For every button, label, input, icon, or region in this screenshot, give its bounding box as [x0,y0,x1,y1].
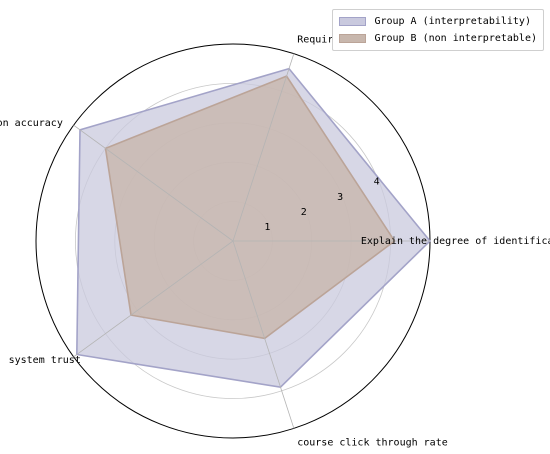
axis-label-3: system trust [9,355,81,366]
spoke-line-2 [73,124,234,242]
spoke-layer [73,53,430,429]
legend-label-group-b: Group B (non interpretable) [374,33,537,44]
axis-label-2: recommendation accuracy [0,118,63,129]
radial-tick-label-1: 1 [264,222,270,233]
spoke-line-3 [73,240,234,358]
series-layer [76,67,432,388]
spoke-line-4 [232,240,295,429]
radial-tick-label-3: 3 [337,192,343,203]
spoke-line-1 [232,53,295,242]
radial-tick-labels: 1 2 3 4 [264,177,379,233]
radial-tick-label-2: 2 [301,207,307,218]
legend-item-group-b: Group B (non interpretable) [339,30,537,47]
legend-swatch-group-a [339,17,367,26]
axis-label-4: course click through rate [297,438,448,449]
legend: Group A (interpretability) Group B (non … [332,9,544,51]
series-area-group-b [104,75,396,340]
legend-item-group-a: Group A (interpretability) [339,13,537,30]
radial-tick-label-4: 4 [374,177,380,188]
legend-swatch-group-b [339,34,367,43]
legend-label-group-a: Group A (interpretability) [374,16,531,27]
axis-label-0: Explain the degree of identification [361,236,550,247]
